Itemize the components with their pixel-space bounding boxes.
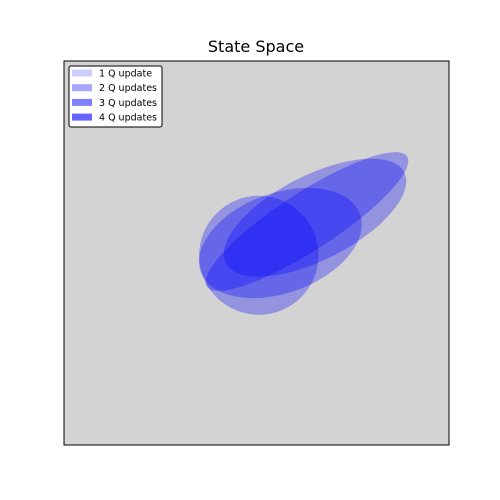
legend: 1 Q update 2 Q updates 3 Q updates 4 Q upda… xyxy=(68,65,163,128)
legend-swatch-2 xyxy=(72,84,92,92)
legend-swatch-4 xyxy=(72,113,92,121)
legend-label-2: 2 Q updates xyxy=(99,83,157,94)
ellipse-1 xyxy=(199,195,319,315)
legend-label-3: 3 Q updates xyxy=(99,98,157,109)
chart-title: State Space xyxy=(208,37,304,56)
ellipse-4 xyxy=(223,158,407,277)
legend-label-4: 4 Q updates xyxy=(99,113,157,124)
ellipse-2 xyxy=(198,187,362,299)
ellipse-layer xyxy=(198,152,409,315)
ellipse-3 xyxy=(205,152,409,291)
legend-label-1: 1 Q update xyxy=(99,69,152,80)
legend-swatch-3 xyxy=(72,98,92,106)
plot-frame xyxy=(63,60,450,446)
legend-swatch-1 xyxy=(72,69,92,77)
legend-box xyxy=(68,65,163,128)
legend-items: 1 Q update 2 Q updates 3 Q updates 4 Q upda… xyxy=(72,69,157,124)
